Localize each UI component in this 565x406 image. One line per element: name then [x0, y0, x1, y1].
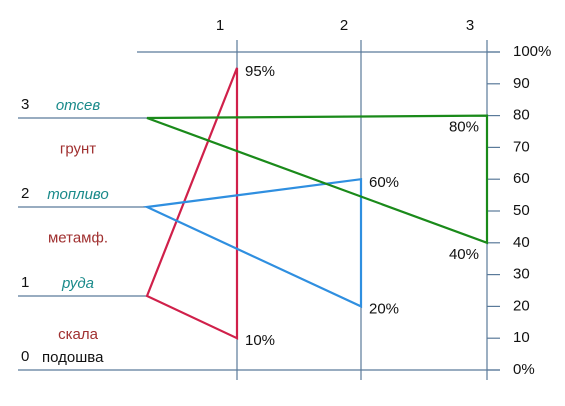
layer-name: скала	[58, 326, 98, 343]
level-number: 0	[21, 348, 29, 365]
value-label: 60%	[369, 174, 399, 191]
tick-label: 60	[513, 170, 530, 187]
triangle	[146, 114, 489, 245]
level-number: 3	[21, 96, 29, 113]
column-label: 2	[340, 17, 348, 34]
level-name: подошва	[42, 349, 104, 366]
level-number: 1	[21, 274, 29, 291]
level-number: 2	[21, 185, 29, 202]
column-label: 3	[466, 17, 474, 34]
triangle	[145, 67, 239, 340]
tick-label: 0%	[513, 361, 535, 378]
layer-name: метамф.	[48, 229, 108, 246]
level-name: отсев	[56, 97, 101, 114]
tick-label: 90	[513, 75, 530, 92]
level-name: топливо	[47, 186, 109, 203]
value-label: 10%	[245, 332, 275, 349]
column-label: 1	[216, 17, 224, 34]
value-label: 20%	[369, 300, 399, 317]
tick-label: 40	[513, 234, 530, 251]
tick-label: 80	[513, 107, 530, 124]
tick-label: 100%	[513, 43, 551, 60]
triangle	[143, 177, 363, 309]
tick-label: 10	[513, 329, 530, 346]
value-label: 40%	[449, 246, 479, 263]
tick-label: 50	[513, 202, 530, 219]
tick-label: 20	[513, 297, 530, 314]
layer-name: грунт	[60, 140, 96, 157]
level-name: руда	[61, 275, 94, 292]
value-label: 80%	[449, 119, 479, 136]
tick-label: 70	[513, 138, 530, 155]
tick-label: 30	[513, 266, 530, 283]
value-label: 95%	[245, 63, 275, 80]
